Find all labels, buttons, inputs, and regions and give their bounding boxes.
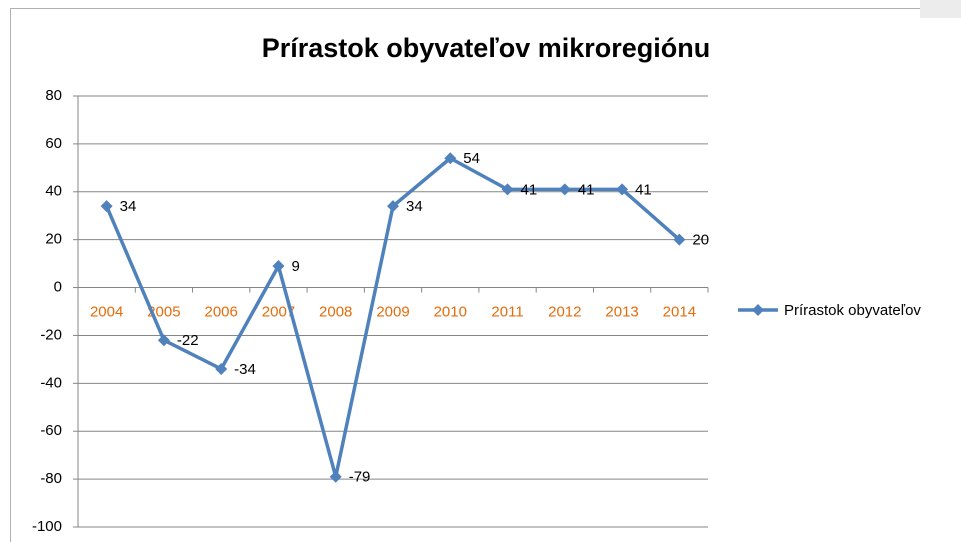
x-tick-label: 2012 — [548, 304, 581, 321]
data-label: 41 — [578, 181, 595, 198]
data-label: 20 — [692, 232, 709, 249]
x-tick-label: 2008 — [319, 304, 352, 321]
x-tick-label: 2014 — [663, 304, 696, 321]
x-tick-label: 2013 — [605, 304, 638, 321]
y-tick-label: 60 — [45, 135, 62, 152]
data-label: -34 — [234, 361, 256, 378]
point-marker — [501, 183, 514, 196]
point-marker — [329, 470, 342, 483]
y-tick-label: -20 — [40, 326, 62, 343]
point-marker — [558, 183, 571, 196]
point-marker — [616, 183, 629, 196]
x-tick-label: 2004 — [90, 304, 123, 321]
x-tick-label: 2009 — [376, 304, 409, 321]
x-tick-label: 2011 — [491, 304, 523, 321]
y-tick-label: -60 — [40, 422, 62, 439]
chart-frame — [10, 8, 961, 542]
point-marker — [387, 200, 399, 213]
legend-marker — [752, 304, 764, 316]
point-marker — [673, 233, 686, 246]
data-label: 9 — [291, 258, 299, 275]
y-tick-label: 40 — [45, 183, 62, 200]
y-tick-label: -40 — [40, 374, 62, 391]
point-marker — [215, 362, 228, 375]
data-label: 41 — [635, 181, 652, 198]
x-tick-label: 2007 — [262, 304, 295, 321]
x-tick-label: 2006 — [204, 304, 237, 321]
y-tick-label: -80 — [40, 470, 62, 487]
y-tick-label: 80 — [45, 87, 62, 104]
point-marker — [272, 260, 285, 273]
data-label: 54 — [463, 150, 480, 167]
y-tick-label: 20 — [45, 231, 62, 248]
x-tick-label: 2010 — [434, 304, 467, 321]
data-label: -22 — [177, 332, 199, 349]
point-marker — [157, 334, 170, 347]
point-marker — [444, 152, 457, 165]
legend-label: Prírastok obyvateľov — [784, 302, 921, 319]
data-label: 41 — [521, 181, 538, 198]
chart-title: Prírastok obyvateľov mikroregiónu — [262, 33, 711, 63]
y-tick-label: 0 — [54, 279, 62, 296]
corner-box — [920, 0, 961, 18]
data-label: 34 — [120, 198, 137, 215]
data-label: 34 — [406, 198, 423, 215]
point-marker — [100, 200, 113, 213]
data-label: -79 — [349, 469, 371, 486]
y-tick-label: -100 — [32, 518, 62, 535]
